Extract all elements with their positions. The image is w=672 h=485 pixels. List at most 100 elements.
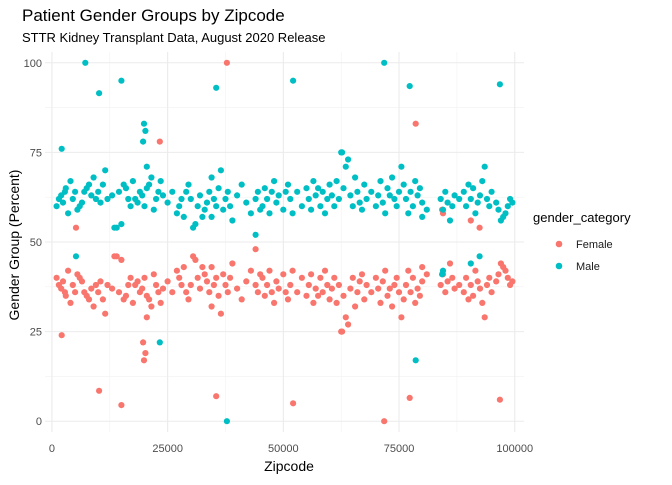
point-male bbox=[127, 203, 134, 210]
point-female bbox=[463, 274, 470, 281]
point-female bbox=[146, 296, 153, 303]
point-male bbox=[377, 178, 384, 185]
point-male bbox=[153, 195, 160, 203]
point-female bbox=[504, 274, 511, 281]
point-female bbox=[261, 292, 268, 299]
point-male bbox=[349, 203, 356, 210]
point-female bbox=[361, 296, 368, 303]
point-female bbox=[405, 267, 412, 274]
point-male bbox=[104, 195, 111, 203]
point-female bbox=[72, 289, 79, 296]
point-male bbox=[69, 195, 76, 203]
point-male bbox=[456, 195, 463, 203]
point-male bbox=[395, 188, 403, 195]
point-male bbox=[502, 210, 509, 217]
point-male bbox=[227, 203, 234, 210]
point-male bbox=[254, 188, 261, 195]
point-male bbox=[78, 199, 86, 206]
point-female bbox=[203, 278, 211, 285]
point-female bbox=[264, 281, 271, 289]
point-male bbox=[479, 178, 486, 185]
point-female bbox=[148, 303, 155, 310]
point-male bbox=[185, 181, 192, 188]
point-female bbox=[474, 278, 481, 285]
point-male bbox=[352, 174, 359, 181]
point-male bbox=[483, 195, 491, 203]
point-male bbox=[509, 199, 516, 206]
legend-label-male: Male bbox=[576, 261, 600, 273]
point-female bbox=[53, 274, 60, 281]
point-female bbox=[419, 278, 426, 285]
point-female bbox=[78, 278, 86, 285]
point-male bbox=[139, 192, 146, 199]
point-female bbox=[451, 285, 458, 292]
point-female bbox=[273, 278, 280, 285]
point-male bbox=[243, 199, 250, 206]
point-male bbox=[451, 192, 458, 199]
point-male bbox=[282, 188, 289, 195]
point-female bbox=[252, 281, 259, 289]
point-male bbox=[305, 195, 312, 203]
point-female bbox=[243, 278, 250, 285]
point-female bbox=[412, 120, 419, 127]
point-male bbox=[379, 199, 386, 206]
point-male bbox=[391, 195, 398, 203]
point-female bbox=[335, 281, 342, 289]
point-male bbox=[67, 178, 74, 185]
point-male bbox=[271, 178, 278, 185]
point-male bbox=[194, 203, 201, 210]
x-tick-label: 0 bbox=[49, 443, 55, 455]
point-female bbox=[104, 281, 111, 289]
legend: gender_category Female Male bbox=[533, 210, 631, 273]
point-male bbox=[368, 188, 375, 195]
point-male bbox=[437, 195, 444, 203]
legend-title: gender_category bbox=[533, 210, 631, 225]
point-male bbox=[412, 357, 419, 364]
point-female bbox=[414, 285, 421, 292]
point-female bbox=[287, 281, 294, 289]
point-male bbox=[333, 178, 340, 185]
point-female bbox=[437, 281, 444, 289]
point-male bbox=[354, 188, 361, 195]
point-male bbox=[361, 181, 368, 188]
point-male bbox=[342, 163, 349, 170]
point-male bbox=[118, 221, 125, 228]
point-male bbox=[303, 185, 310, 192]
point-male bbox=[470, 185, 477, 192]
point-female bbox=[268, 289, 275, 296]
point-male bbox=[347, 192, 354, 199]
point-female bbox=[157, 299, 164, 306]
point-female bbox=[142, 350, 149, 357]
point-male bbox=[481, 163, 488, 170]
point-male bbox=[109, 192, 116, 199]
point-male bbox=[150, 206, 157, 213]
point-female bbox=[90, 303, 97, 310]
point-female bbox=[488, 289, 495, 296]
point-male bbox=[335, 195, 342, 203]
point-male bbox=[222, 195, 229, 203]
point-female bbox=[479, 299, 486, 306]
point-male bbox=[486, 203, 493, 210]
point-male bbox=[290, 77, 297, 84]
point-female bbox=[476, 224, 483, 231]
point-male bbox=[463, 203, 470, 210]
point-male bbox=[331, 203, 338, 210]
point-female bbox=[342, 314, 349, 321]
point-female bbox=[247, 267, 254, 274]
point-male bbox=[326, 181, 333, 188]
point-female bbox=[173, 267, 180, 274]
point-male bbox=[400, 181, 407, 188]
y-tick-label: 0 bbox=[36, 416, 42, 428]
point-female bbox=[259, 274, 266, 281]
point-female bbox=[312, 285, 319, 292]
point-male bbox=[460, 188, 467, 195]
point-male bbox=[215, 185, 222, 192]
point-female bbox=[159, 285, 167, 292]
point-female bbox=[139, 285, 146, 292]
point-female bbox=[382, 267, 389, 274]
point-female bbox=[234, 285, 241, 292]
point-female bbox=[58, 332, 65, 339]
point-male bbox=[381, 59, 388, 66]
